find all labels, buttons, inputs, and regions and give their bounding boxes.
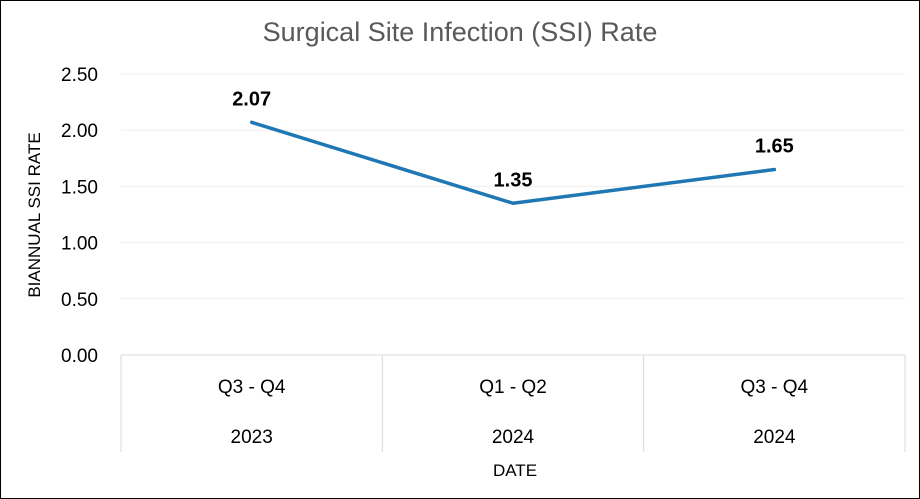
y-axis-title: BIANNUAL SSI RATE bbox=[25, 132, 44, 297]
x-axis-title: DATE bbox=[493, 461, 537, 480]
data-labels: 2.07 1.35 1.65 bbox=[232, 88, 794, 191]
x-tick-label-year: 2024 bbox=[492, 427, 535, 448]
data-label: 1.35 bbox=[494, 169, 533, 191]
y-tick-label: 0.00 bbox=[61, 346, 98, 367]
series-group bbox=[249, 120, 777, 206]
y-tick-label: 1.50 bbox=[61, 177, 98, 198]
x-tick-label: Q1 - Q2 bbox=[479, 377, 547, 398]
x-tick-label: Q3 - Q4 bbox=[741, 377, 809, 398]
y-tick-label: 0.50 bbox=[61, 290, 98, 311]
data-point bbox=[250, 120, 254, 124]
x-tick-label: Q3 - Q4 bbox=[218, 377, 286, 398]
data-point bbox=[511, 201, 515, 205]
gridlines bbox=[121, 73, 905, 300]
x-axis: Q3 - Q4 2023 Q1 - Q2 2024 Q3 - Q4 2024 bbox=[120, 354, 906, 452]
y-tick-label: 1.00 bbox=[61, 234, 98, 255]
data-point bbox=[772, 168, 776, 172]
y-axis-ticks: 0.00 0.50 1.00 1.50 2.00 2.50 bbox=[61, 65, 98, 367]
y-tick-label: 2.50 bbox=[61, 65, 98, 86]
y-tick-label: 2.00 bbox=[61, 121, 98, 142]
x-tick-label-year: 2024 bbox=[753, 427, 796, 448]
data-label: 1.65 bbox=[755, 136, 794, 158]
data-label: 2.07 bbox=[232, 88, 271, 110]
x-tick-label-year: 2023 bbox=[231, 427, 273, 448]
chart-title: Surgical Site Infection (SSI) Rate bbox=[263, 17, 658, 47]
